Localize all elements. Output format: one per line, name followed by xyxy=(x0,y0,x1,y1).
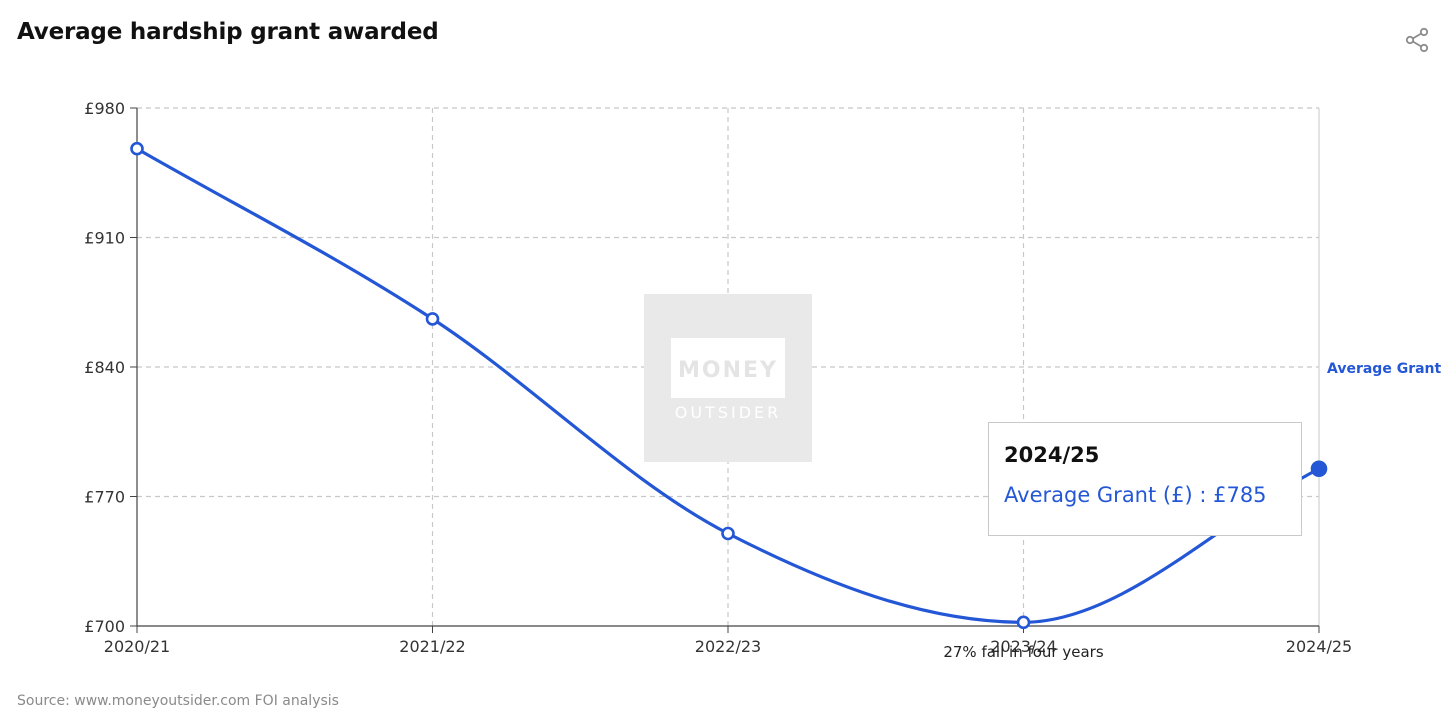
chart-title: Average hardship grant awarded xyxy=(17,19,439,45)
x-tick-label: 2021/22 xyxy=(399,637,465,656)
data-point xyxy=(1016,615,1031,630)
watermark-line1: MONEY xyxy=(678,358,778,383)
tooltip-value-row: Average Grant (£) : £785 xyxy=(1004,483,1301,507)
x-tick-label: 2023/24 xyxy=(990,637,1056,656)
tooltip: 2024/25 Average Grant (£) : £785 xyxy=(988,422,1302,536)
y-tick-label: £770 xyxy=(84,488,125,507)
watermark-line2: OUTSIDER xyxy=(675,403,782,422)
y-tick-label: £700 xyxy=(84,617,125,636)
labels: £700 £770 £840 £910 £980 2020/21 2021/22 2022/2… xyxy=(84,99,1441,661)
share-icon xyxy=(1405,27,1429,53)
axes xyxy=(130,107,1320,633)
tooltip-title: 2024/25 xyxy=(1004,443,1100,467)
watermark: MONEY OUTSIDER xyxy=(644,294,812,462)
x-tick-label: 2024/25 xyxy=(1286,637,1352,656)
legend-label: Average Grant xyxy=(1327,361,1442,377)
data-point xyxy=(130,141,144,156)
y-tick-label: £980 xyxy=(84,99,125,118)
data-point xyxy=(721,526,735,541)
data-point xyxy=(425,312,440,326)
x-tick-label: 2022/23 xyxy=(695,637,761,656)
data-point xyxy=(1310,460,1328,478)
source-note: Source: www.moneyoutsider.com FOI analys… xyxy=(17,693,339,709)
tooltip-value: £785 xyxy=(1213,483,1267,507)
annotation-label: 27% fall in four years xyxy=(943,643,1103,661)
share-button[interactable] xyxy=(1404,26,1432,54)
tooltip-separator: : xyxy=(1192,483,1214,507)
tooltip-series-name: Average Grant (£) xyxy=(1004,483,1193,507)
series-average-grant xyxy=(130,141,1328,630)
y-tick-label: £910 xyxy=(84,229,125,248)
y-tick-label: £840 xyxy=(84,358,125,377)
x-tick-label: 2020/21 xyxy=(104,637,170,656)
